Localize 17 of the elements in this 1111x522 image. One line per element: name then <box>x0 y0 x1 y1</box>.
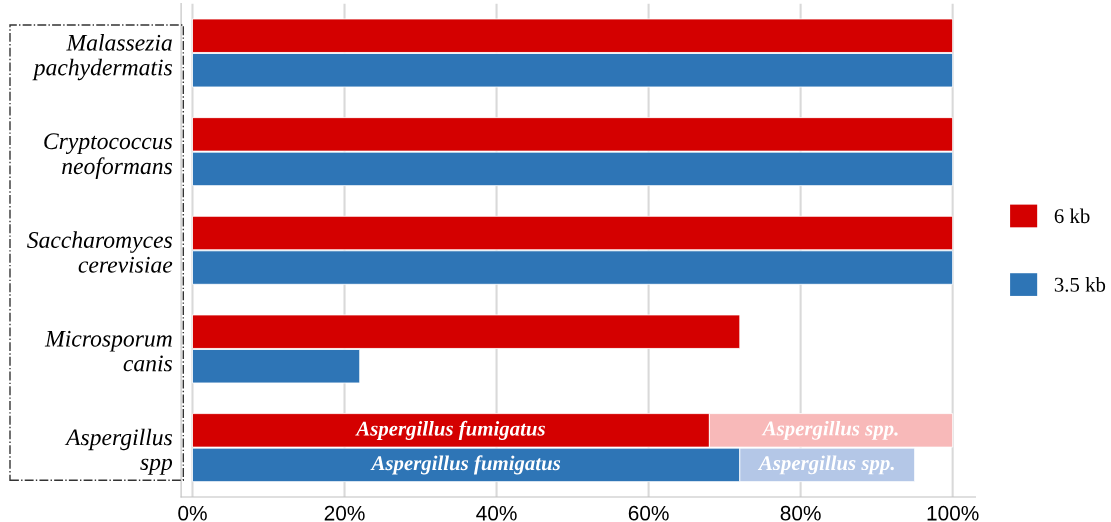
data-label: Aspergillus fumigatus <box>370 455 561 475</box>
data-label: Aspergillus spp. <box>761 420 898 440</box>
x-tick-label: 80% <box>780 505 821 521</box>
x-tick-label: 60% <box>628 505 669 521</box>
legend-label: 3.5 kb <box>1054 277 1106 292</box>
legend-label: 6 kb <box>1054 208 1090 224</box>
y-tick-label: Saccharomyces cerevisiae <box>27 231 173 273</box>
y-tick-label: Malassezia pachydermatis <box>32 34 173 81</box>
x-tick-label: 20% <box>324 505 365 521</box>
y-tick-label: Aspergillus spp <box>64 428 173 475</box>
data-label: Aspergillus fumigatus <box>355 420 545 440</box>
data-label: Aspergillus spp. <box>757 455 894 475</box>
y-tick-label: Cryptococcus neoformans <box>44 133 173 180</box>
x-tick-label: 0% <box>178 505 207 521</box>
x-tick-label: 100% <box>927 505 979 521</box>
x-tick-label: 40% <box>476 505 517 521</box>
y-tick-label: Microsporum canis <box>44 330 173 372</box>
